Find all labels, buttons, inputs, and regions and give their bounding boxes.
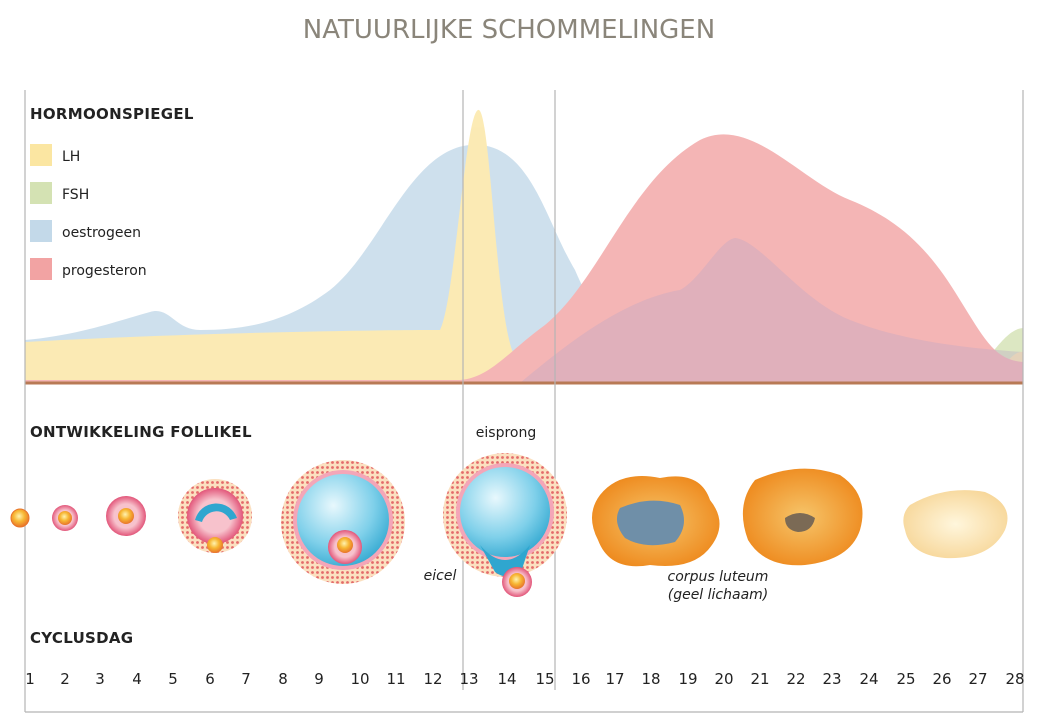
follicles [10,453,1008,597]
day-label: 24 [859,670,878,688]
egg-label: eicel [424,568,457,584]
corpus-luteum-label: corpus luteum [668,569,769,585]
day-label: 25 [896,670,915,688]
day-label: 2 [60,670,70,688]
legend: LH FSH oestrogeen progesteron [30,144,147,280]
corpus-luteum-label: (geel lichaam) [668,587,769,603]
day-label: 27 [968,670,987,688]
day-label: 7 [241,670,251,688]
day-label: 15 [535,670,554,688]
legend-swatch [30,144,52,166]
day-label: 21 [750,670,769,688]
day-label: 9 [314,670,324,688]
section-heading: HORMOONSPIEGEL [30,105,194,123]
oestrogen-curve [25,144,1023,383]
legend-label: oestrogeen [62,225,141,241]
title: NATUURLIJKE SCHOMMELINGEN [303,15,715,45]
day-label: 6 [205,670,215,688]
legend-swatch [30,220,52,242]
legend-label: LH [62,149,80,165]
legend-swatch [30,258,52,280]
day-label: 3 [95,670,105,688]
day-label: 5 [168,670,178,688]
day-label: 13 [459,670,478,688]
ovulation-label: eisprong [476,425,536,441]
day-label: 8 [278,670,288,688]
day-label: 17 [605,670,624,688]
day-label: 19 [678,670,697,688]
day-label: 11 [386,670,405,688]
day-label: 26 [932,670,951,688]
day-label: 12 [423,670,442,688]
hormone-curves [25,109,1023,383]
day-label: 1 [25,670,35,688]
day-label: 23 [822,670,841,688]
overlap-shade [470,238,1023,383]
day-label: 4 [132,670,142,688]
day-label: 20 [714,670,733,688]
legend-label: progesteron [62,263,147,279]
day-label: 28 [1005,670,1024,688]
day-label: 22 [786,670,805,688]
day-label: 14 [497,670,516,688]
day-label: 16 [571,670,590,688]
day-axis: 1 2 3 4 5 6 7 8 9 10 11 12 13 14 15 16 17 18 19 20 21 22 23 24 2… [25,670,1024,688]
legend-swatch [30,182,52,204]
section-heading: ONTWIKKELING FOLLIKEL [30,423,252,441]
progesterone-curve [25,134,1023,383]
day-label: 10 [350,670,369,688]
legend-label: FSH [62,187,89,203]
lh-curve [25,109,1023,383]
section-heading: CYCLUSDAG [30,629,133,647]
day-label: 18 [641,670,660,688]
